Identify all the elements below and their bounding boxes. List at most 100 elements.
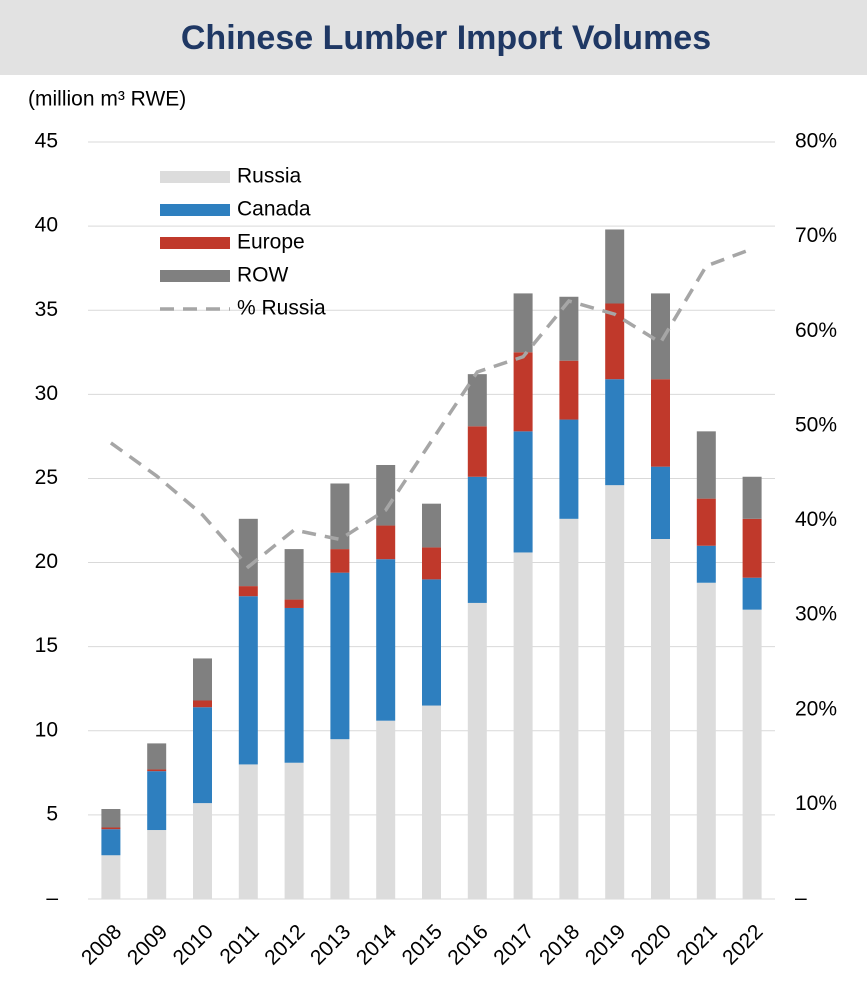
x-tick-label: 2009 <box>123 920 172 969</box>
x-tick-label: 2018 <box>535 920 584 969</box>
bar-segment <box>193 658 212 701</box>
y2-tick-label: 50% <box>795 413 837 436</box>
bar-segment <box>101 827 121 830</box>
bar-segment <box>605 303 625 380</box>
x-tick-label: 2016 <box>443 920 492 969</box>
bar-segment <box>467 426 487 477</box>
bar-segment <box>376 720 396 899</box>
bar-segment <box>605 485 625 899</box>
bar-segment <box>193 700 212 708</box>
y2-tick-label: 60% <box>795 319 837 342</box>
bar-segment <box>238 586 258 597</box>
bar-segment <box>513 352 533 432</box>
y2-tick-label: 40% <box>795 508 837 531</box>
bar-segment <box>147 769 167 772</box>
y2-tick-label: 80% <box>795 130 837 153</box>
bar-segment <box>651 379 670 467</box>
bar-segment <box>238 518 258 587</box>
bar-segment <box>284 599 304 608</box>
bar-segment <box>467 602 487 899</box>
bar-segment <box>742 577 762 610</box>
x-tick-label: 2010 <box>169 920 218 969</box>
y-axis-label: (million m³ RWE) <box>28 88 186 111</box>
y-tick-label: 15 <box>35 634 58 657</box>
bar-segment <box>422 705 441 899</box>
bar-segment <box>422 579 441 706</box>
x-tick-label: 2014 <box>352 920 402 970</box>
bar-segment <box>376 559 396 721</box>
bar-segment <box>101 855 121 899</box>
bar-segment <box>238 596 258 765</box>
legend-swatch <box>160 204 230 216</box>
x-tick-label: 2022 <box>718 920 767 969</box>
x-tick-label: 2008 <box>77 920 126 969</box>
legend-label: Europe <box>237 231 305 254</box>
bar-segment <box>559 518 579 899</box>
y-tick-label: 5 <box>46 802 58 825</box>
chart-title: Chinese Lumber Import Volumes <box>181 19 711 57</box>
bar-segment <box>742 609 762 899</box>
y2-tick-label: 20% <box>795 697 837 720</box>
legend-swatch <box>160 171 230 183</box>
x-tick-label: 2015 <box>398 920 447 969</box>
legend-label: ROW <box>237 264 289 287</box>
y-tick-label: – <box>46 887 58 910</box>
bar-segment <box>193 707 212 804</box>
legend-label: % Russia <box>237 297 326 320</box>
bar-segment <box>238 764 258 899</box>
x-tick-label: 2021 <box>672 920 721 969</box>
x-tick-label: 2012 <box>260 920 309 969</box>
y-tick-label: 25 <box>35 466 58 489</box>
line <box>109 247 753 570</box>
bar-segment <box>330 739 350 899</box>
bar-segment <box>513 293 533 353</box>
bar-segment <box>742 518 762 578</box>
bar-segment <box>376 464 396 526</box>
legend-swatch <box>160 237 230 249</box>
bar-segment <box>376 525 396 560</box>
legend-label: Canada <box>237 198 311 221</box>
x-tick-label: 2020 <box>627 920 676 969</box>
y-tick-label: 40 <box>35 214 58 237</box>
x-tick-label: 2013 <box>306 920 355 969</box>
legend-label: Russia <box>237 165 302 188</box>
bar-segment <box>193 803 212 899</box>
bar-segment <box>651 293 670 380</box>
y-tick-label: 10 <box>35 718 58 741</box>
bar-segment <box>696 431 716 499</box>
bar-segment <box>605 229 625 304</box>
bar-segment <box>330 572 350 740</box>
bar-segment <box>330 483 350 550</box>
bar-segment <box>284 549 304 600</box>
x-tick-label: 2019 <box>581 920 630 969</box>
legend-swatch <box>160 270 230 282</box>
bar-segment <box>513 431 533 553</box>
y2-tick-label: 10% <box>795 792 837 815</box>
bar-segment <box>696 545 716 583</box>
x-tick-label: 2017 <box>489 920 538 969</box>
bar-segment <box>284 607 304 763</box>
bar-segment <box>284 762 304 899</box>
bar-segment <box>559 360 579 420</box>
bar-segment <box>559 296 579 361</box>
bar-segment <box>742 476 762 519</box>
bar-segment <box>605 379 625 486</box>
bar-segment <box>147 771 167 831</box>
y2-tick-label: 30% <box>795 603 837 626</box>
bar-segment <box>467 476 487 603</box>
bar-segment <box>513 552 533 899</box>
y2-tick-label: 70% <box>795 224 837 247</box>
bar-segment <box>696 582 716 899</box>
bar-segment <box>147 743 167 770</box>
y2-tick-label: – <box>795 887 807 910</box>
bar-segment <box>422 503 441 548</box>
y-tick-label: 30 <box>35 382 58 405</box>
bar-segment <box>467 374 487 427</box>
bar-segment <box>101 809 121 828</box>
bar-segment <box>330 549 350 573</box>
bar-segment <box>651 539 670 899</box>
bar-segment <box>147 830 167 899</box>
bar-segment <box>559 419 579 519</box>
bar-segment <box>696 498 716 546</box>
bar-segment <box>422 547 441 580</box>
